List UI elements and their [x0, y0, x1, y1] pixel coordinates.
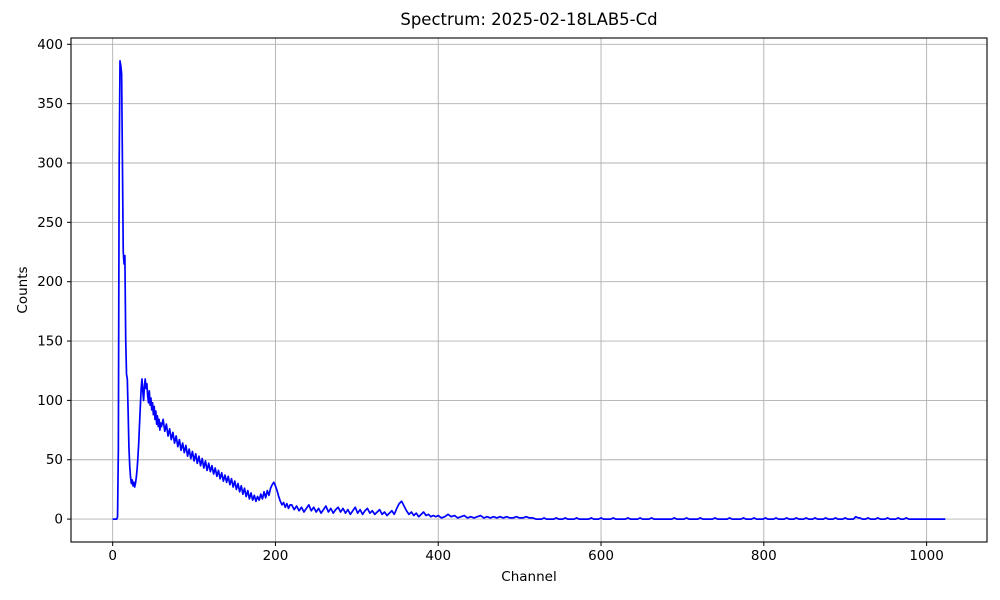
y-tick-label: 250	[37, 215, 63, 231]
x-tick-label: 800	[751, 548, 777, 564]
y-tick-label: 200	[37, 274, 63, 290]
y-tick-label: 100	[37, 393, 63, 409]
y-axis-label: Counts	[15, 266, 31, 313]
y-tick-label: 350	[37, 96, 63, 112]
y-tick-label: 400	[37, 37, 63, 53]
axis-tick-labels: 0 200 400 600 800 1000 0 50 100 150 200 250 300 350 40…	[37, 37, 944, 564]
spectrum-data-line	[112, 60, 946, 520]
axis-ticks	[67, 43, 928, 546]
plot-frame	[70, 37, 988, 543]
y-tick-label: 0	[54, 512, 63, 528]
y-tick-label: 50	[46, 452, 63, 468]
axes-frame	[70, 37, 988, 543]
spectrum-trace	[112, 60, 946, 520]
chart-title: Spectrum: 2025-02-18LAB5-Cd	[400, 10, 657, 29]
x-tick-label: 400	[425, 548, 451, 564]
y-tick-label: 300	[37, 155, 63, 171]
x-tick-label: 200	[263, 548, 289, 564]
x-tick-label: 1000	[909, 548, 943, 564]
x-tick-label: 600	[588, 548, 614, 564]
y-tick-label: 150	[37, 334, 63, 350]
x-tick-label: 0	[108, 548, 117, 564]
x-axis-label: Channel	[501, 569, 556, 585]
grid-lines	[71, 38, 987, 542]
